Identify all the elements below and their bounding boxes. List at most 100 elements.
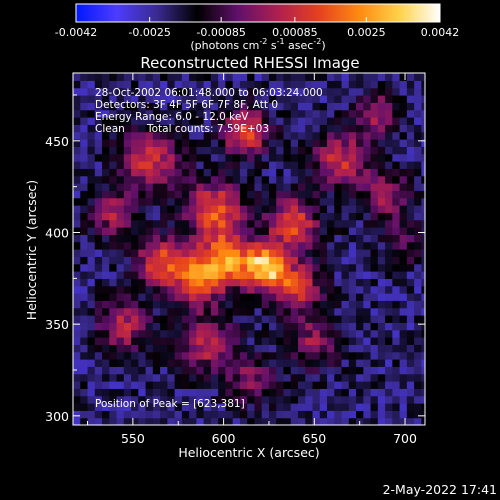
heatmap-cell: [319, 109, 328, 118]
heatmap-cell: [160, 80, 168, 89]
heatmap-cell: [189, 241, 197, 250]
heatmap-cell: [218, 219, 227, 228]
heatmap-cell: [123, 403, 132, 411]
heatmap-cell: [94, 219, 103, 228]
heatmap-cell: [181, 219, 190, 228]
heatmap-cell: [218, 337, 227, 345]
heatmap-cell: [181, 234, 190, 243]
heatmap-cell: [94, 153, 103, 162]
heatmap-cell: [152, 117, 161, 125]
heatmap-cell: [254, 124, 263, 133]
heatmap-cell: [203, 87, 212, 96]
heatmap-cell: [94, 256, 103, 265]
heatmap-cell: [239, 381, 248, 389]
heatmap-cell: [385, 183, 393, 191]
heatmap-cell: [167, 146, 176, 155]
heatmap-cell: [399, 351, 408, 360]
heatmap-cell: [290, 410, 299, 419]
heatmap-cell: [123, 337, 132, 345]
heatmap-cell: [73, 285, 81, 294]
heatmap-cell: [341, 153, 350, 162]
heatmap-cell: [414, 197, 422, 206]
heatmap-cell: [102, 403, 110, 411]
heatmap-cell: [356, 197, 364, 206]
heatmap-cell: [73, 263, 81, 272]
heatmap-cell: [370, 359, 379, 367]
heatmap-cell: [196, 117, 205, 125]
heatmap-cell: [283, 241, 292, 250]
heatmap-cell: [377, 315, 386, 323]
heatmap-cell: [370, 139, 379, 147]
heatmap-cell: [334, 256, 343, 265]
heatmap-cell: [334, 175, 343, 184]
heatmap-cell: [225, 219, 234, 228]
heatmap-cell: [167, 285, 176, 294]
heatmap-cell: [305, 373, 314, 382]
heatmap-cell: [254, 351, 263, 360]
heatmap-cell: [189, 117, 197, 125]
heatmap-cell: [399, 219, 408, 228]
heatmap-cell: [152, 315, 161, 323]
heatmap-cell: [327, 315, 335, 323]
heatmap-cell: [276, 249, 285, 257]
heatmap-cell: [327, 373, 335, 382]
heatmap-cell: [232, 183, 241, 191]
heatmap-cell: [123, 161, 132, 169]
heatmap-cell: [87, 337, 96, 345]
heatmap-cell: [305, 234, 314, 243]
heatmap-cell: [392, 124, 401, 133]
heatmap-cell: [283, 388, 292, 397]
heatmap-cell: [210, 146, 219, 155]
heatmap-cell: [341, 388, 350, 397]
heatmap-cell: [167, 351, 176, 360]
heatmap-cell: [116, 373, 125, 382]
heatmap-cell: [319, 337, 328, 345]
heatmap-cell: [73, 373, 81, 382]
annotation-block: 28-Oct-2002 06:01:48.000 to 06:03:24.000…: [95, 87, 323, 135]
heatmap-cell: [225, 322, 234, 331]
heatmap-cell: [370, 337, 379, 345]
heatmap-cell: [80, 351, 89, 360]
heatmap-cell: [232, 131, 241, 140]
heatmap-cell: [348, 190, 357, 199]
heatmap-cell: [268, 344, 277, 353]
heatmap-cell: [385, 329, 393, 338]
heatmap-cell: [225, 344, 234, 353]
heatmap-cell: [377, 183, 386, 191]
heatmap-cell: [152, 271, 161, 279]
heatmap-cell: [116, 102, 125, 111]
heatmap-cell: [268, 395, 277, 404]
heatmap-cell: [109, 278, 118, 287]
heatmap-cell: [261, 153, 270, 162]
heatmap-cell: [109, 153, 118, 162]
heatmap-cell: [290, 131, 299, 140]
heatmap-cell: [377, 337, 386, 345]
heatmap-cell: [123, 315, 132, 323]
heatmap-cell: [210, 102, 219, 111]
heatmap-cell: [421, 278, 425, 287]
heatmap-cell: [254, 256, 263, 265]
heatmap-cell: [385, 139, 393, 147]
heatmap-cell: [392, 102, 401, 111]
heatmap-cell: [261, 227, 270, 235]
heatmap-cell: [290, 212, 299, 221]
heatmap-cell: [196, 205, 205, 213]
heatmap-cell: [399, 381, 408, 389]
heatmap-cell: [276, 190, 285, 199]
heatmap-cell: [283, 322, 292, 331]
heatmap-cell: [268, 183, 277, 191]
heatmap-cell: [348, 95, 357, 103]
heatmap-cell: [160, 337, 168, 345]
heatmap-cell: [319, 95, 328, 103]
heatmap-cell: [305, 278, 314, 287]
heatmap-cell: [414, 417, 422, 425]
heatmap-cell: [109, 366, 118, 375]
heatmap-cell: [73, 80, 81, 89]
heatmap-cell: [312, 344, 321, 353]
heatmap-cell: [73, 227, 81, 235]
heatmap-cell: [312, 395, 321, 404]
heatmap-cell: [356, 366, 364, 375]
heatmap-image: [73, 73, 425, 425]
heatmap-cell: [370, 190, 379, 199]
heatmap-cell: [399, 263, 408, 272]
